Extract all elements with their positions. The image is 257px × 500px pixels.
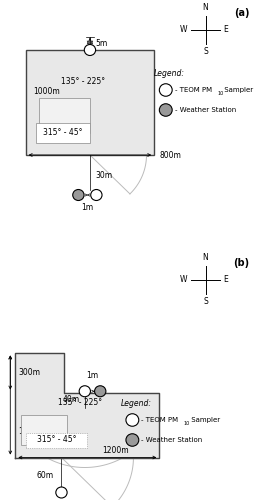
Text: - TEOM PM: - TEOM PM	[175, 87, 212, 93]
Circle shape	[126, 434, 139, 446]
Text: 1m: 1m	[86, 370, 99, 380]
Circle shape	[56, 487, 67, 498]
Bar	[39, 98, 90, 132]
Text: N: N	[203, 254, 208, 262]
Text: Sampler: Sampler	[222, 87, 253, 93]
Text: - Weather Station: - Weather Station	[175, 107, 236, 113]
Text: 10: 10	[217, 91, 223, 96]
Text: N: N	[203, 4, 208, 13]
Text: 135° - 225°: 135° - 225°	[61, 77, 106, 86]
Text: E: E	[224, 26, 228, 35]
Text: 10: 10	[184, 421, 190, 426]
Text: - Weather Station: - Weather Station	[141, 437, 203, 443]
Circle shape	[73, 190, 84, 200]
Text: 135° - 225°: 135° - 225°	[58, 398, 102, 407]
Circle shape	[95, 386, 106, 397]
Text: 800m: 800m	[159, 150, 181, 160]
Text: E: E	[224, 276, 228, 284]
Circle shape	[79, 386, 90, 397]
Text: Sampler: Sampler	[189, 417, 220, 423]
Circle shape	[159, 84, 172, 96]
Circle shape	[126, 414, 139, 426]
Circle shape	[159, 104, 172, 116]
Text: W: W	[180, 26, 188, 35]
Text: 315° - 45°: 315° - 45°	[43, 128, 83, 137]
Text: Legend:: Legend:	[121, 398, 152, 407]
Bar	[26, 50, 154, 155]
Text: 1200m: 1200m	[102, 446, 128, 455]
Text: (a): (a)	[234, 8, 249, 18]
Text: 300m: 300m	[18, 368, 40, 377]
Bar	[26, 432, 87, 448]
Polygon shape	[15, 352, 159, 458]
Bar	[36, 122, 90, 142]
Bar	[21, 415, 67, 445]
Text: 40m: 40m	[62, 396, 80, 404]
Text: (b): (b)	[233, 258, 249, 268]
Text: 1100m: 1100m	[18, 427, 45, 436]
Text: 1m: 1m	[81, 203, 94, 212]
Text: S: S	[203, 298, 208, 306]
Text: 5m: 5m	[95, 40, 107, 48]
Text: 315° - 45°: 315° - 45°	[37, 436, 76, 444]
Circle shape	[91, 190, 102, 200]
Text: - TEOM PM: - TEOM PM	[141, 417, 178, 423]
Text: 60m: 60m	[37, 470, 54, 480]
Text: 1000m: 1000m	[33, 88, 60, 96]
Text: S: S	[203, 48, 208, 56]
Circle shape	[84, 44, 96, 56]
Text: W: W	[180, 276, 188, 284]
Text: 30m: 30m	[95, 170, 112, 179]
Text: Legend:: Legend:	[154, 68, 185, 78]
